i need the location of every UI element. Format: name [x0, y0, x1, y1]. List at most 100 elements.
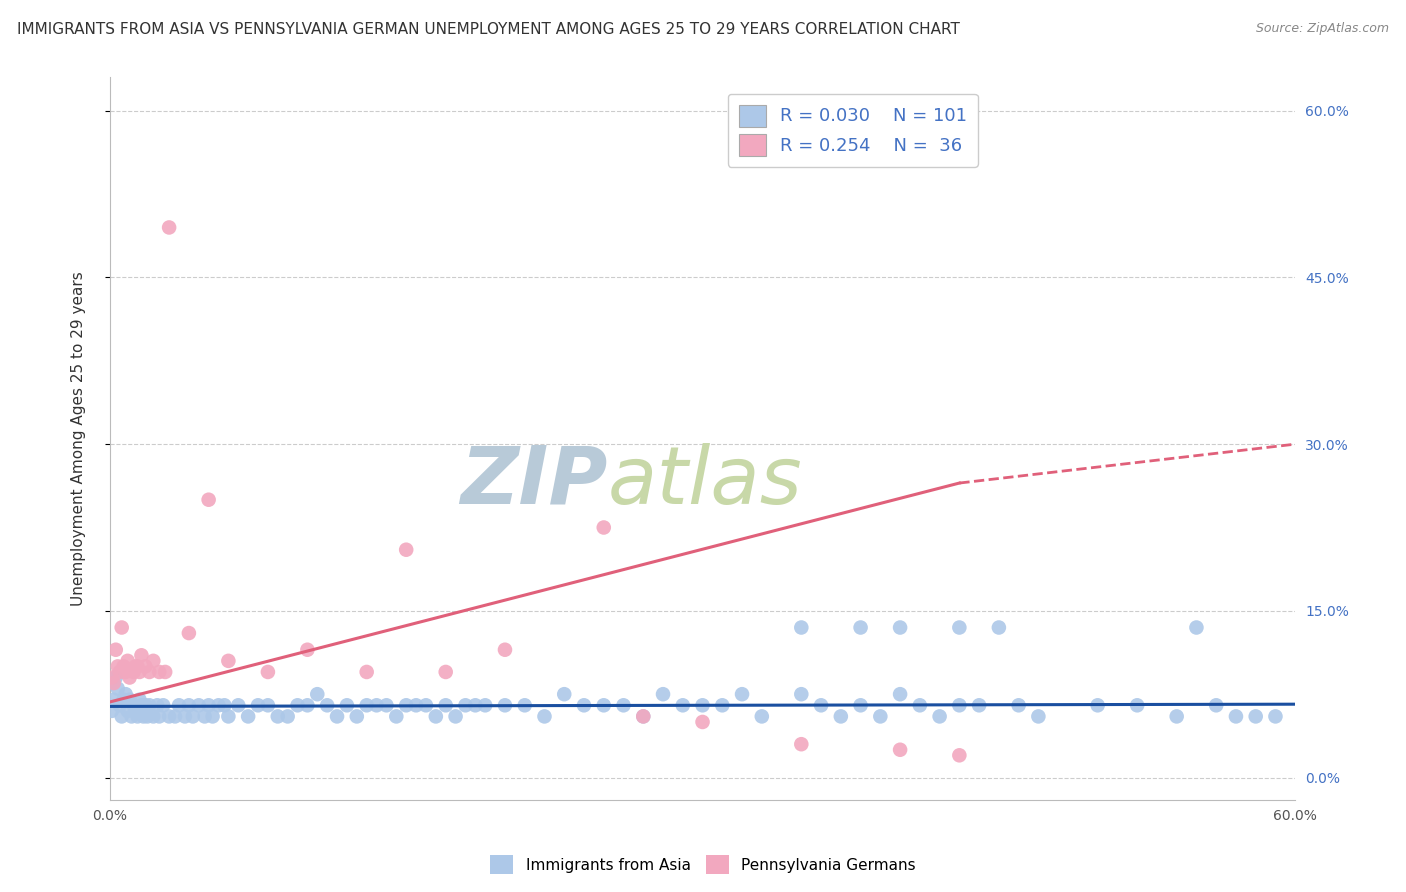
Point	[122, 698, 145, 713]
Point	[103, 692, 125, 706]
Point	[163, 709, 186, 723]
Point	[356, 698, 378, 713]
Point	[1166, 709, 1188, 723]
Point	[287, 698, 309, 713]
Legend: R = 0.030    N = 101, R = 0.254    N =  36: R = 0.030 N = 101, R = 0.254 N = 36	[728, 94, 979, 167]
Point	[336, 698, 359, 713]
Point	[425, 709, 447, 723]
Point	[1185, 620, 1208, 634]
Point	[948, 620, 970, 634]
Point	[122, 665, 145, 679]
Point	[572, 698, 595, 713]
Point	[1225, 709, 1247, 723]
Point	[326, 709, 349, 723]
Point	[267, 709, 290, 723]
Point	[395, 698, 418, 713]
Point	[1028, 709, 1050, 723]
Point	[108, 665, 131, 679]
Point	[316, 698, 339, 713]
Point	[117, 654, 139, 668]
Point	[830, 709, 852, 723]
Point	[889, 687, 911, 701]
Point	[201, 709, 224, 723]
Legend: Immigrants from Asia, Pennsylvania Germans: Immigrants from Asia, Pennsylvania Germa…	[484, 849, 922, 880]
Point	[153, 665, 176, 679]
Point	[136, 709, 159, 723]
Point	[297, 642, 319, 657]
Point	[257, 665, 280, 679]
Point	[592, 520, 614, 534]
Point	[214, 698, 236, 713]
Point	[434, 698, 457, 713]
Point	[375, 698, 398, 713]
Point	[1007, 698, 1029, 713]
Point	[101, 676, 124, 690]
Point	[385, 709, 408, 723]
Point	[111, 620, 134, 634]
Point	[107, 681, 129, 696]
Point	[142, 654, 165, 668]
Point	[167, 698, 190, 713]
Point	[194, 709, 217, 723]
Point	[112, 692, 135, 706]
Point	[131, 698, 153, 713]
Point	[297, 698, 319, 713]
Point	[494, 642, 516, 657]
Point	[711, 698, 734, 713]
Point	[928, 709, 950, 723]
Point	[1244, 709, 1267, 723]
Point	[118, 692, 141, 706]
Point	[731, 687, 754, 701]
Point	[157, 709, 180, 723]
Point	[434, 665, 457, 679]
Point	[751, 709, 773, 723]
Text: atlas: atlas	[607, 443, 803, 521]
Y-axis label: Unemployment Among Ages 25 to 29 years: Unemployment Among Ages 25 to 29 years	[72, 271, 86, 606]
Point	[849, 620, 872, 634]
Point	[889, 620, 911, 634]
Point	[134, 659, 156, 673]
Point	[948, 748, 970, 763]
Point	[226, 698, 249, 713]
Point	[217, 654, 239, 668]
Point	[108, 698, 131, 713]
Point	[633, 709, 655, 723]
Point	[908, 698, 931, 713]
Point	[633, 709, 655, 723]
Point	[652, 687, 675, 701]
Point	[1087, 698, 1109, 713]
Point	[148, 665, 170, 679]
Point	[454, 698, 477, 713]
Text: IMMIGRANTS FROM ASIA VS PENNSYLVANIA GERMAN UNEMPLOYMENT AMONG AGES 25 TO 29 YEA: IMMIGRANTS FROM ASIA VS PENNSYLVANIA GER…	[17, 22, 960, 37]
Point	[197, 698, 219, 713]
Point	[790, 737, 813, 751]
Point	[810, 698, 832, 713]
Point	[121, 709, 143, 723]
Point	[127, 659, 149, 673]
Point	[114, 665, 136, 679]
Point	[146, 698, 169, 713]
Text: ZIP: ZIP	[460, 443, 607, 521]
Point	[247, 698, 270, 713]
Point	[366, 698, 388, 713]
Point	[513, 698, 536, 713]
Point	[132, 709, 155, 723]
Point	[474, 698, 496, 713]
Point	[889, 743, 911, 757]
Point	[277, 709, 299, 723]
Point	[124, 659, 146, 673]
Point	[207, 698, 229, 713]
Point	[117, 704, 139, 718]
Point	[1205, 698, 1227, 713]
Point	[107, 659, 129, 673]
Point	[103, 676, 125, 690]
Point	[356, 665, 378, 679]
Point	[790, 620, 813, 634]
Point	[101, 704, 124, 718]
Point	[592, 698, 614, 713]
Point	[174, 709, 197, 723]
Point	[142, 709, 165, 723]
Point	[405, 698, 427, 713]
Point	[177, 626, 200, 640]
Point	[869, 709, 891, 723]
